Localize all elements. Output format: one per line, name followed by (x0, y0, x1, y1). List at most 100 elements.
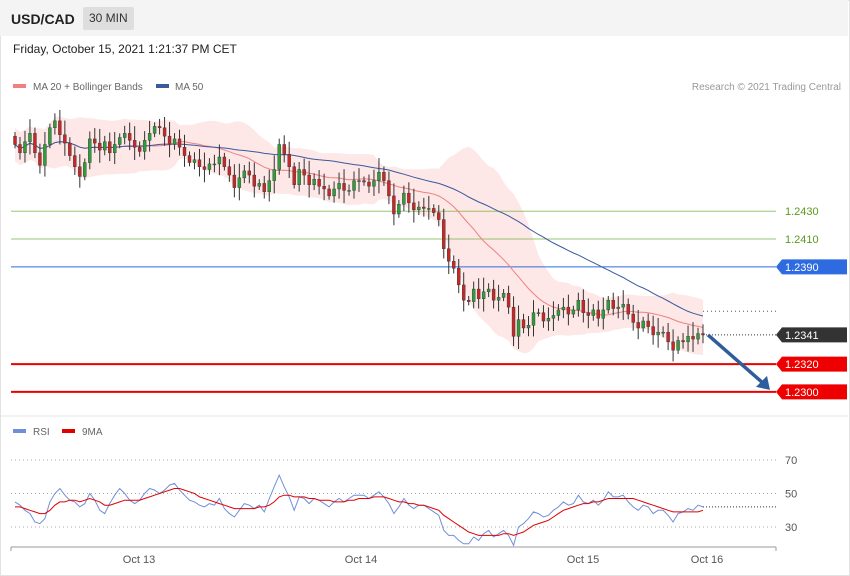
candle (462, 272, 466, 312)
candle-body (691, 336, 695, 340)
candle (496, 284, 501, 312)
symbol-title: USD/CAD (11, 11, 75, 27)
candle (272, 155, 276, 194)
candle (252, 162, 257, 198)
candle (402, 185, 406, 212)
level-label-1.2320: 1.2320 (776, 356, 847, 372)
x-label-oct16: Oct 16 (691, 554, 723, 566)
candle (486, 283, 491, 298)
rsi-tick-30: 30 (785, 522, 797, 534)
candle (447, 234, 451, 275)
candle-body (556, 309, 561, 316)
candle (566, 294, 571, 326)
candle (147, 120, 152, 152)
candle-body (113, 144, 117, 154)
candle-body (442, 219, 446, 249)
candle (466, 296, 471, 306)
candle-body (43, 144, 47, 166)
candle (511, 296, 516, 347)
level-label-1.2410: 1.2410 (785, 234, 819, 246)
candle (596, 300, 601, 327)
candle-body (192, 159, 197, 163)
candle-body (212, 163, 217, 166)
candle (676, 336, 680, 354)
candle (611, 292, 615, 316)
candle-body (367, 181, 371, 187)
candle (452, 255, 456, 274)
candle (586, 298, 591, 329)
candle-body (98, 142, 102, 151)
candle (407, 182, 411, 213)
candle (317, 170, 321, 195)
candle-body (591, 309, 596, 316)
rsi-legend-label: RSI (33, 427, 50, 438)
candle (98, 128, 102, 163)
candle (491, 279, 496, 309)
candle (546, 307, 551, 331)
candle (417, 201, 421, 216)
candle-body (127, 133, 132, 141)
candle-body (162, 127, 167, 137)
candle-body (437, 212, 441, 220)
candle-body (491, 288, 496, 301)
candle (541, 305, 546, 328)
candlesticks (13, 110, 705, 362)
candle-body (207, 163, 212, 170)
candle (237, 163, 242, 201)
candle (232, 164, 237, 198)
candle-body (167, 135, 172, 145)
candle-body (576, 299, 581, 311)
candle-body (571, 309, 576, 315)
candle-body (292, 166, 296, 185)
candle-body (561, 306, 566, 311)
candle (551, 301, 556, 332)
candle-body (78, 166, 82, 177)
candle (207, 158, 212, 175)
candle-body (53, 120, 57, 129)
candle (671, 329, 675, 362)
candle (506, 285, 511, 314)
candle-body (681, 340, 685, 343)
level-tag-1.2320 (776, 356, 847, 372)
level-text-1.2430: 1.2430 (785, 206, 819, 218)
candle-body (412, 202, 416, 211)
candle-body (372, 180, 376, 187)
candle-body (297, 169, 301, 185)
candle-body (661, 331, 665, 334)
candle-body (526, 325, 531, 329)
candle-body (217, 156, 222, 165)
candle (177, 129, 182, 156)
candle-body (506, 293, 511, 308)
candle (686, 325, 690, 352)
candle-body (347, 190, 351, 192)
candle-body (13, 135, 17, 145)
candle-body (586, 312, 591, 316)
level-label-1.2300: 1.2300 (776, 384, 847, 400)
candle (621, 290, 625, 320)
candle-body (666, 331, 670, 343)
research-credit: Research © 2021 Trading Central (692, 82, 841, 93)
candle (202, 152, 207, 183)
candle-body (352, 180, 356, 191)
candle-body (232, 174, 237, 188)
candle (576, 292, 581, 317)
candle-body (601, 309, 605, 319)
candle (696, 327, 700, 345)
candle (666, 322, 670, 351)
timeframe-badge[interactable]: 30 MIN (83, 7, 134, 30)
candle (307, 160, 311, 198)
candle (192, 152, 197, 170)
candle-body (496, 297, 501, 301)
candle-body (142, 140, 147, 152)
candle-body (73, 155, 77, 167)
candle-body (322, 185, 326, 190)
candle (581, 289, 586, 323)
candle (217, 144, 222, 176)
candle (113, 131, 117, 165)
candle-body (202, 166, 207, 170)
candle (626, 298, 630, 320)
candle-body (28, 133, 32, 142)
candle (182, 134, 187, 167)
level-text-1.2390: 1.2390 (785, 262, 819, 274)
candle (287, 141, 291, 178)
